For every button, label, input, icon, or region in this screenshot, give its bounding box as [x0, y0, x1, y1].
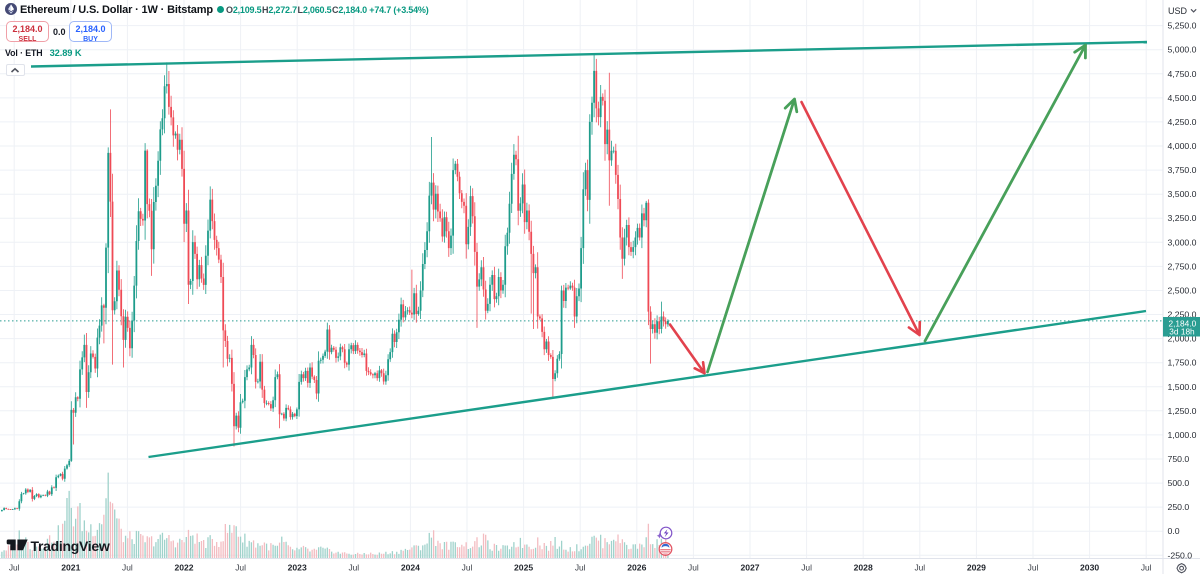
svg-text:3,500.0: 3,500.0 [1168, 189, 1197, 199]
svg-text:2,000.0: 2,000.0 [1168, 334, 1197, 344]
svg-text:2026: 2026 [627, 562, 646, 572]
svg-text:2030: 2030 [1080, 562, 1099, 572]
svg-text:1,000.0: 1,000.0 [1168, 430, 1197, 440]
svg-text:1,250.0: 1,250.0 [1168, 406, 1197, 416]
svg-text:2028: 2028 [854, 562, 873, 572]
svg-text:Jul: Jul [348, 562, 359, 572]
svg-text:USD: USD [1168, 6, 1188, 16]
svg-text:Jul: Jul [801, 562, 812, 572]
svg-text:1,750.0: 1,750.0 [1168, 358, 1197, 368]
svg-text:1,500.0: 1,500.0 [1168, 382, 1197, 392]
svg-text:Jul: Jul [462, 562, 473, 572]
svg-text:4,000.0: 4,000.0 [1168, 141, 1197, 151]
svg-text:2022: 2022 [174, 562, 193, 572]
svg-text:0.0: 0.0 [1168, 526, 1180, 536]
svg-text:750.0: 750.0 [1168, 454, 1190, 464]
svg-text:2024: 2024 [401, 562, 420, 572]
svg-text:Jul: Jul [122, 562, 133, 572]
svg-text:Jul: Jul [688, 562, 699, 572]
svg-text:2,184.0: 2,184.0 [1169, 318, 1197, 328]
svg-text:TradingView: TradingView [31, 538, 110, 554]
svg-text:2027: 2027 [740, 562, 759, 572]
svg-text:Jul: Jul [9, 562, 20, 572]
svg-text:4,750.0: 4,750.0 [1168, 69, 1197, 79]
svg-text:250.0: 250.0 [1168, 502, 1190, 512]
svg-text:-250.0: -250.0 [1168, 550, 1193, 560]
svg-text:Jul: Jul [1141, 562, 1152, 572]
svg-text:2025: 2025 [514, 562, 533, 572]
svg-text:4,500.0: 4,500.0 [1168, 93, 1197, 103]
svg-text:Jul: Jul [914, 562, 925, 572]
svg-text:Jul: Jul [575, 562, 586, 572]
svg-text:2,750.0: 2,750.0 [1168, 261, 1197, 271]
svg-text:5,000.0: 5,000.0 [1168, 45, 1197, 55]
svg-text:5,250.0: 5,250.0 [1168, 21, 1197, 31]
svg-text:3,250.0: 3,250.0 [1168, 213, 1197, 223]
svg-text:4,250.0: 4,250.0 [1168, 117, 1197, 127]
svg-text:2,250.0: 2,250.0 [1168, 310, 1197, 320]
svg-text:2,500.0: 2,500.0 [1168, 286, 1197, 296]
svg-text:3,750.0: 3,750.0 [1168, 165, 1197, 175]
svg-text:2023: 2023 [288, 562, 307, 572]
svg-text:500.0: 500.0 [1168, 478, 1190, 488]
svg-text:2021: 2021 [61, 562, 80, 572]
svg-text:Jul: Jul [1028, 562, 1039, 572]
svg-text:Jul: Jul [235, 562, 246, 572]
svg-text:2029: 2029 [967, 562, 986, 572]
svg-text:3d 18h: 3d 18h [1169, 326, 1195, 336]
svg-text:3,000.0: 3,000.0 [1168, 237, 1197, 247]
